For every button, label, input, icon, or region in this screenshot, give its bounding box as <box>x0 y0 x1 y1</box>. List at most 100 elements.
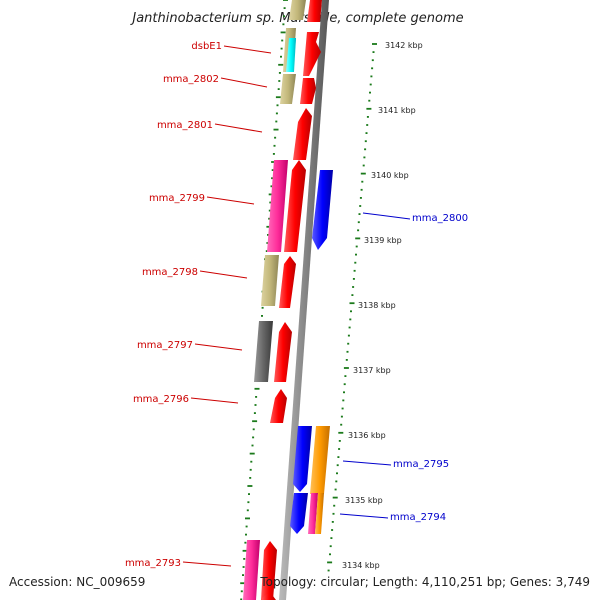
tick-mark <box>329 545 332 548</box>
kbp-label: 3136 kbp <box>348 431 386 440</box>
gene-label-mma-2797[interactable]: mma_2797 <box>137 340 193 351</box>
tick-mark <box>329 553 331 556</box>
tick-mark <box>253 412 256 414</box>
gene-mma-2801[interactable] <box>293 108 312 160</box>
gene-mma-2802-khaki[interactable] <box>280 74 296 104</box>
tick-mark <box>346 350 349 353</box>
tick-mark <box>252 428 255 431</box>
tick-mark <box>240 598 243 600</box>
gene-mma-2800[interactable] <box>312 170 333 250</box>
leader-line <box>194 343 243 351</box>
tick-mark <box>359 197 362 199</box>
tick-mark <box>355 237 361 240</box>
tick-mark <box>242 549 248 552</box>
leader-line <box>214 123 263 133</box>
tick-mark <box>247 485 253 487</box>
tick-mark <box>369 91 371 94</box>
gene-mma-2793-red[interactable] <box>261 541 277 600</box>
tick-mark <box>268 209 271 212</box>
gene-red-top[interactable] <box>307 0 322 22</box>
gene-label-mma-2800[interactable]: mma_2800 <box>412 213 468 224</box>
gene-mma-2794-pink[interactable] <box>308 493 318 534</box>
gene-red-bottom[interactable] <box>262 592 276 600</box>
tick-mark <box>250 460 253 463</box>
tick-mark <box>283 15 285 18</box>
tick-mark <box>344 375 347 377</box>
tick-mark <box>281 39 284 42</box>
kbp-label: 3140 kbp <box>371 171 409 180</box>
gene-mma-2797[interactable] <box>274 322 292 382</box>
gene-label-mma-2798[interactable]: mma_2798 <box>142 267 198 278</box>
tick-mark <box>261 315 263 317</box>
tick-mark <box>366 107 372 110</box>
gene-mma-2798[interactable] <box>279 256 296 308</box>
tick-mark <box>268 193 274 196</box>
gene-red-dsbE1[interactable] <box>303 32 321 76</box>
tick-mark <box>354 261 357 264</box>
tick-mark <box>369 83 372 86</box>
tick-mark <box>246 509 249 512</box>
gene-mma-2795-blue[interactable] <box>293 426 312 492</box>
tick-mark <box>277 88 280 90</box>
tick-mark <box>361 180 364 183</box>
gene-mma-2796[interactable] <box>270 389 287 423</box>
tick-mark <box>340 415 343 418</box>
tick-mark <box>282 23 285 26</box>
gene-mma-2794[interactable] <box>315 493 324 534</box>
tick-mark <box>249 477 252 479</box>
tick-mark <box>343 391 345 394</box>
tick-mark <box>254 387 260 390</box>
tick-mark <box>273 144 276 147</box>
tick-mark <box>364 140 367 143</box>
forward-strand-genes <box>243 0 322 600</box>
tick-mark <box>332 496 338 499</box>
tick-mark <box>331 529 334 531</box>
kbp-label: 3134 kbp <box>342 561 380 570</box>
kbp-label: 3142 kbp <box>385 41 423 50</box>
gene-label-dsbE1[interactable]: dsbE1 <box>191 41 222 52</box>
tick-mark <box>359 205 362 207</box>
tick-mark <box>265 250 268 252</box>
gene-mma-2794-blue[interactable] <box>290 493 308 534</box>
tick-mark <box>352 278 355 280</box>
tick-mark <box>368 99 371 102</box>
gene-label-mma-2796[interactable]: mma_2796 <box>133 394 189 405</box>
gene-label-mma-2794[interactable]: mma_2794 <box>390 512 446 523</box>
gene-mma-2795[interactable] <box>310 426 330 494</box>
gene-mma-2799[interactable] <box>267 160 288 252</box>
tick-mark <box>275 96 281 99</box>
gene-label-mma-2802[interactable]: mma_2802 <box>163 74 219 85</box>
gene-khaki-top[interactable] <box>289 0 306 20</box>
tick-mark <box>249 452 255 455</box>
tick-mark <box>240 590 243 593</box>
tick-mark <box>349 302 355 305</box>
kbp-label: 3137 kbp <box>353 366 391 375</box>
tick-mark <box>243 558 246 560</box>
gene-mma-2793[interactable] <box>243 540 260 600</box>
gene-mma-2802[interactable] <box>300 78 316 104</box>
tick-mark <box>266 242 269 244</box>
gene-label-mma-2801[interactable]: mma_2801 <box>157 120 213 131</box>
gene-cyan-dsbE1[interactable] <box>286 38 296 72</box>
gene-mma-2799-red[interactable] <box>284 160 306 252</box>
gene-label-mma-2795[interactable]: mma_2795 <box>393 459 449 470</box>
tick-mark <box>242 566 245 568</box>
tick-mark <box>347 334 350 337</box>
tick-mark <box>269 201 272 204</box>
tick-mark <box>350 310 352 313</box>
tick-mark <box>272 153 275 155</box>
gene-mma-2797-gray[interactable] <box>254 321 273 382</box>
tick-mark <box>343 367 349 369</box>
tick-mark <box>335 480 338 483</box>
tick-mark <box>280 55 282 58</box>
tick-mark <box>266 225 272 228</box>
gene-mma-2798-khaki[interactable] <box>261 255 279 306</box>
gene-label-mma-2793[interactable]: mma_2793 <box>125 558 181 569</box>
tick-mark <box>334 488 337 491</box>
tick-mark <box>343 383 346 386</box>
tick-mark <box>283 0 288 1</box>
gene-label-mma-2799[interactable]: mma_2799 <box>149 193 205 204</box>
tick-mark <box>338 448 341 450</box>
tick-mark <box>327 561 333 564</box>
tick-mark <box>338 431 344 434</box>
